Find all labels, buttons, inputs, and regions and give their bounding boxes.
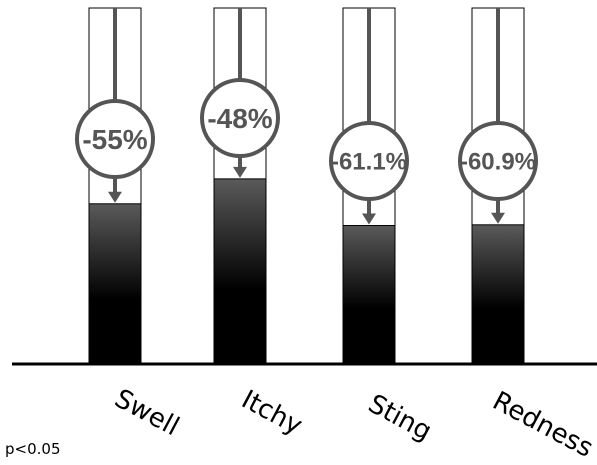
- change-label-redness: -60.9%: [460, 149, 536, 176]
- change-label-swell: -55%: [82, 124, 147, 155]
- arrow-head-sting: [362, 213, 376, 225]
- change-circle-swell: [75, 99, 155, 179]
- category-label-redness: Redness: [488, 386, 597, 464]
- arrow-head-itchy: [233, 166, 247, 178]
- value-bar-itchy: [213, 178, 267, 365]
- change-circle-sting: [329, 121, 409, 201]
- value-bar-redness: [471, 224, 525, 365]
- category-label-itchy: Itchy: [236, 385, 307, 442]
- arrow-head-redness: [491, 212, 505, 224]
- footnote: p<0.05: [5, 440, 61, 458]
- category-label-sting: Sting: [363, 389, 436, 447]
- change-circle-itchy: [200, 78, 280, 158]
- category-label-swell: Swell: [110, 384, 184, 443]
- arrow-head-swell: [108, 191, 122, 203]
- change-label-itchy: -48%: [207, 103, 272, 134]
- change-circle-redness: [458, 121, 538, 201]
- value-bar-sting: [342, 225, 396, 365]
- change-label-sting: -61.1%: [331, 149, 407, 176]
- value-bar-swell: [88, 203, 142, 365]
